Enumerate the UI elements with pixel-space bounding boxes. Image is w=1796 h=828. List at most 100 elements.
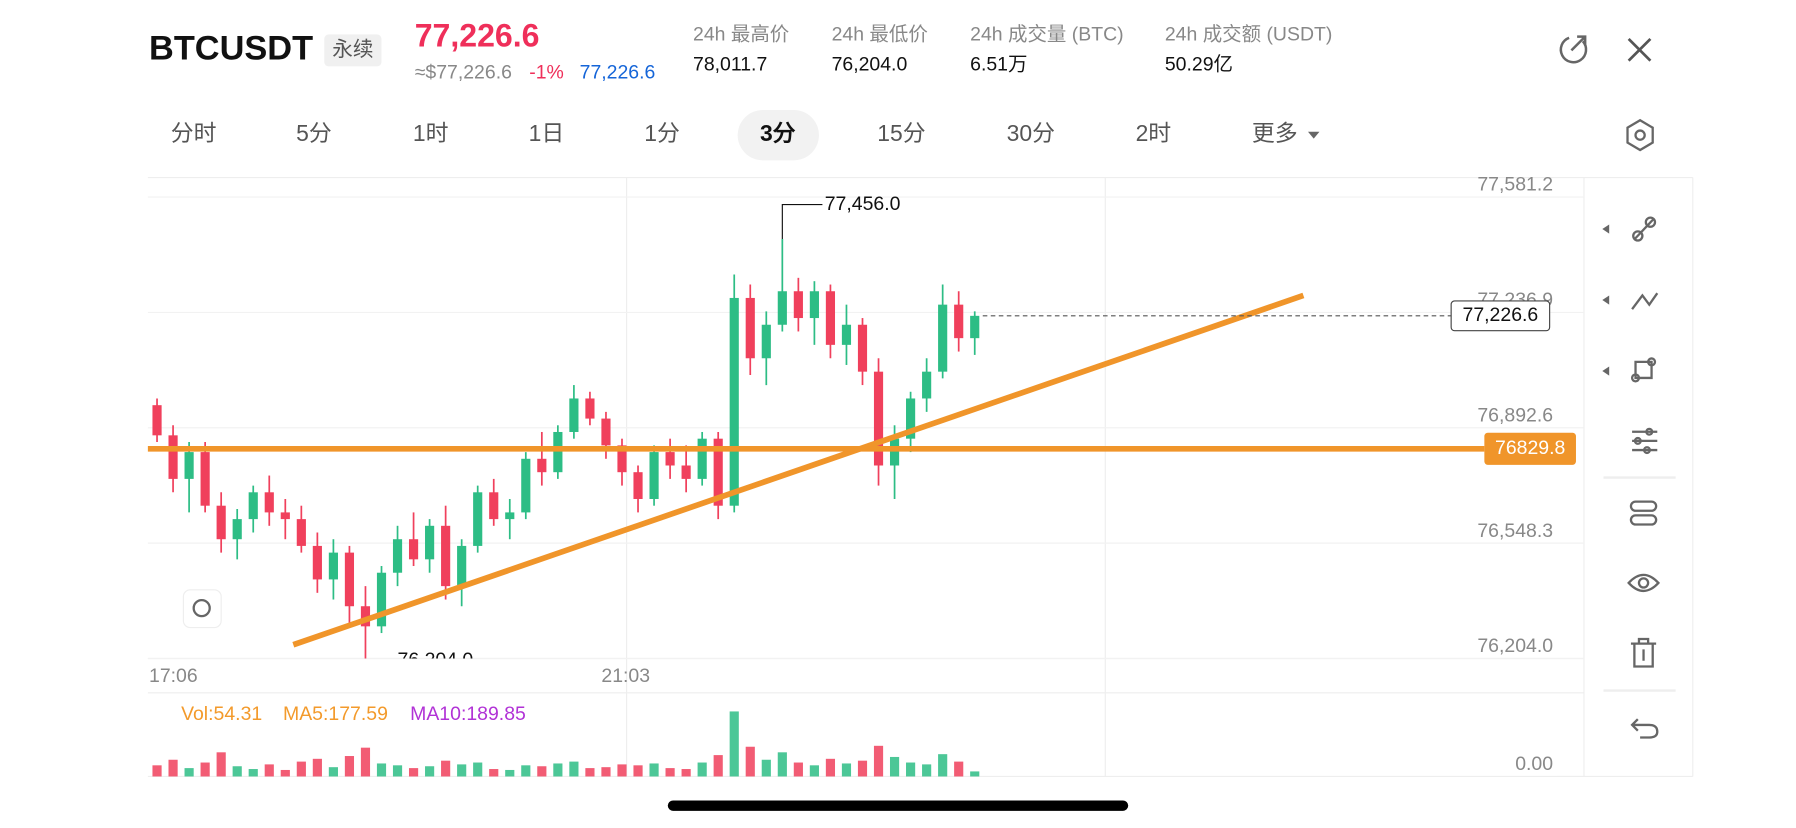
tab[interactable]: 分时 — [171, 120, 217, 146]
candle-body — [617, 445, 627, 473]
settings-icon[interactable] — [1626, 118, 1654, 152]
shape-tool[interactable] — [1630, 357, 1657, 383]
volume-bar — [521, 765, 531, 777]
tab[interactable]: 3分 — [760, 120, 796, 146]
volume-bar — [585, 768, 595, 777]
toolbar — [1602, 216, 1676, 739]
volume-bar — [906, 762, 916, 777]
adjust-tool[interactable] — [1632, 427, 1658, 455]
volume-bar — [617, 764, 627, 777]
volume-bar — [152, 765, 162, 777]
volume-bar — [938, 754, 948, 777]
candle-body — [328, 552, 338, 580]
stat-value: 50.29亿 — [1165, 53, 1233, 75]
volume-bar — [761, 759, 771, 777]
tab[interactable]: 2时 — [1136, 120, 1172, 146]
candle-body — [248, 492, 258, 520]
candle-body — [441, 525, 451, 587]
volume-bar — [344, 756, 355, 777]
volume-bar — [649, 763, 659, 777]
volume-tick-label: 0.00 — [1515, 753, 1553, 775]
volume-bar — [408, 768, 419, 777]
candle-body — [408, 539, 419, 560]
candle-body — [521, 458, 531, 513]
share-icon[interactable] — [1559, 35, 1588, 64]
visibility-tool[interactable] — [1627, 573, 1660, 593]
volume-bar — [970, 771, 980, 777]
volume-bar — [601, 767, 611, 777]
candle-body — [184, 452, 194, 479]
volume-bar — [425, 766, 435, 777]
volume-bar — [922, 764, 932, 777]
volume-bar — [264, 764, 274, 777]
indicator-tool[interactable] — [1629, 500, 1658, 526]
mark-price: 77,226.6 — [580, 61, 656, 83]
last-price-box — [1450, 300, 1551, 332]
candle-body — [264, 492, 274, 513]
volume-bar — [473, 762, 483, 777]
candle-body — [216, 505, 226, 540]
tab[interactable]: 5分 — [296, 120, 332, 146]
candle-body — [376, 572, 387, 627]
candle-body — [312, 545, 322, 580]
candle-body — [633, 472, 643, 500]
volume-bar — [793, 762, 803, 777]
level-label: 76829.8 — [1495, 437, 1565, 459]
volume-bar — [873, 745, 884, 777]
tab[interactable]: 更多 — [1252, 120, 1298, 146]
x-tick-label: 17:06 — [149, 665, 198, 687]
volume-bar — [537, 766, 547, 777]
tab[interactable]: 1日 — [529, 120, 565, 146]
volume-bar — [441, 760, 451, 777]
trend-tool[interactable] — [1631, 292, 1659, 310]
chart-mode-icon[interactable] — [182, 589, 222, 629]
candle-body — [665, 452, 675, 466]
more-caret — [1307, 131, 1320, 139]
stat-label: 24h 成交量 (BTC) — [970, 24, 1123, 46]
tab[interactable]: 15分 — [877, 120, 925, 146]
volume-bar — [200, 762, 210, 777]
active-tab-bg — [737, 109, 819, 161]
volume-bar — [745, 746, 755, 777]
candle-body — [889, 438, 900, 466]
volume-bar — [553, 763, 563, 777]
tab[interactable]: 1分 — [644, 120, 680, 146]
tab[interactable]: 30分 — [1007, 120, 1055, 146]
candle-body — [473, 492, 483, 546]
line-tool[interactable] — [1632, 216, 1657, 242]
candle-body — [809, 291, 819, 319]
candle-body — [922, 371, 932, 399]
volume-bar — [376, 763, 387, 777]
level-label-bg — [1484, 432, 1576, 465]
candle-body — [697, 438, 707, 479]
volume-bar — [954, 761, 964, 777]
volume-bar — [777, 752, 787, 777]
stat-value: 78,011.7 — [693, 53, 767, 75]
volume-bar — [328, 767, 338, 777]
close-icon[interactable] — [1627, 37, 1652, 62]
volume-bar — [889, 756, 900, 777]
trend-line — [292, 292, 1305, 648]
candle-body — [954, 304, 964, 339]
tab[interactable]: 1时 — [413, 120, 449, 146]
candle-body — [360, 606, 371, 627]
candle-body — [873, 371, 884, 466]
candle-body — [489, 492, 499, 520]
candle-body — [537, 458, 547, 473]
candle-body — [761, 324, 771, 359]
undo-tool[interactable] — [1630, 718, 1659, 739]
high-label: 77,456.0 — [825, 193, 901, 215]
volume-bar — [232, 766, 242, 777]
candle-body — [553, 431, 563, 473]
stat-label: 24h 最低价 — [832, 24, 928, 46]
candle-body — [713, 438, 723, 506]
volume-legend: Vol:54.31 — [181, 703, 262, 725]
volume-legend: MA5:177.59 — [283, 703, 388, 725]
candle-body — [777, 291, 787, 325]
volume-bar — [633, 765, 643, 777]
y-tick-label: 76,892.6 — [1477, 404, 1553, 426]
volume-bar — [184, 768, 194, 777]
volume-bar — [681, 769, 691, 777]
volume-bar — [312, 758, 322, 777]
delete-tool[interactable] — [1630, 637, 1657, 668]
